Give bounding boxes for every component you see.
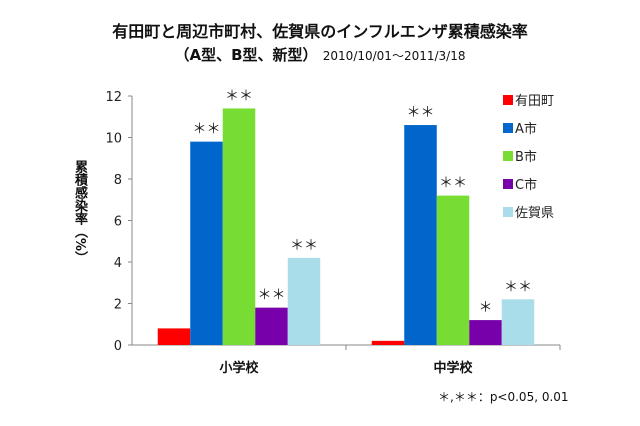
significance-mark: ＊＊ [258, 288, 286, 304]
bar [436, 195, 470, 345]
legend-label: A市 [515, 121, 537, 137]
chart-title: 有田町と周辺市町村、佐賀県のインフルエンザ累積感染率 [112, 22, 528, 41]
legend-swatch [503, 151, 513, 161]
legend-label: 有田町 [515, 94, 554, 109]
y-tick-label: 6 [114, 215, 122, 230]
significance-mark: ＊＊ [225, 88, 253, 104]
significance-mark: ＊＊ [439, 176, 467, 192]
legend-swatch [503, 179, 513, 189]
bar [222, 108, 256, 345]
bar [469, 320, 502, 345]
y-tick-label: 4 [114, 256, 122, 271]
legend-label: B市 [515, 149, 537, 165]
significance-mark: ＊＊ [407, 105, 435, 121]
legend-label: C市 [515, 177, 537, 193]
significance-mark: ＊＊ [193, 122, 221, 138]
chart-subtitle: （A型、B型、新型） 2010/10/01～2011/3/18 [0, 44, 640, 65]
y-axis-label: 累積感染率（%） [72, 160, 87, 265]
y-tick-label: 2 [114, 298, 122, 313]
bar [404, 125, 437, 345]
bar [190, 141, 223, 345]
category-label: 小学校 [219, 360, 259, 376]
bar [255, 307, 288, 345]
y-tick-label: 8 [114, 173, 122, 188]
y-tick-label: 10 [105, 132, 122, 147]
significance-mark: ＊＊ [290, 238, 318, 254]
legend-swatch [503, 207, 513, 217]
bar [371, 340, 405, 345]
y-tick-label: 0 [114, 339, 122, 354]
bar [287, 257, 321, 345]
bar [501, 299, 535, 345]
significance-mark: ＊ [479, 300, 493, 316]
bar [157, 328, 191, 345]
significance-mark: ＊＊ [504, 279, 532, 295]
category-label: 中学校 [433, 360, 473, 376]
footnote: ＊,＊＊：p<0.05, 0.01 [438, 390, 569, 404]
subtitle-text: （A型、B型、新型） [174, 46, 318, 64]
legend-label: 佐賀県 [515, 206, 554, 221]
y-tick-label: 12 [105, 90, 122, 105]
legend-swatch [503, 95, 513, 105]
period-text: 2010/10/01～2011/3/18 [322, 49, 466, 63]
legend-swatch [503, 123, 513, 133]
